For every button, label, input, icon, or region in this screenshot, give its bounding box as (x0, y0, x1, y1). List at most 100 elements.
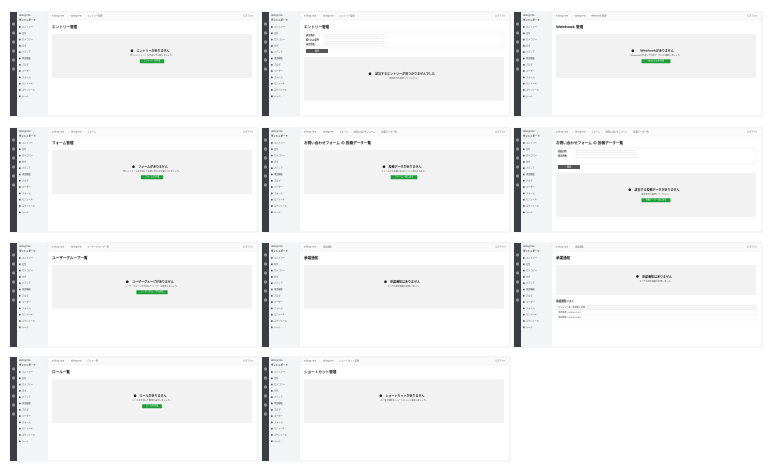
nav-icon[interactable] (11, 412, 16, 416)
nav-icon[interactable] (515, 271, 520, 275)
sidebar-item[interactable]: ユーザー (526, 300, 535, 304)
nav-icon[interactable] (515, 58, 520, 62)
sidebar-item[interactable]: メディア (22, 281, 31, 285)
sidebar-item[interactable]: ブログ (274, 62, 281, 66)
sidebar-dashboard[interactable]: ダッシュボード (19, 18, 36, 22)
nav-icon[interactable] (263, 147, 268, 151)
nav-icon[interactable] (515, 156, 520, 160)
sidebar-item[interactable]: ユーザー (274, 69, 283, 73)
action-button[interactable] (641, 59, 671, 64)
nav-icon[interactable] (263, 385, 268, 389)
sidebar-item[interactable]: ブログ (526, 178, 533, 182)
sidebar-item[interactable]: ブログ (274, 293, 281, 297)
nav-icon[interactable] (515, 22, 520, 26)
sidebar-item[interactable]: メディア (274, 166, 283, 170)
sidebar-item[interactable]: カテゴリー (526, 153, 537, 157)
breadcrumb-item[interactable]: ablogcms (575, 131, 586, 134)
sidebar-item[interactable]: ルール (274, 95, 281, 98)
nav-icon[interactable] (263, 271, 268, 275)
nav-icon[interactable] (11, 385, 16, 389)
nav-icon[interactable] (11, 67, 16, 71)
sidebar-item[interactable]: カテゴリー (274, 268, 285, 272)
nav-icon[interactable] (515, 280, 520, 284)
nav-icon[interactable] (263, 31, 268, 35)
sidebar-item[interactable]: エントリー (22, 26, 33, 29)
search-button[interactable] (558, 165, 580, 169)
sidebar-item[interactable]: フォーム (22, 420, 31, 424)
sidebar-item[interactable]: エントリー (274, 371, 285, 374)
sidebar-item[interactable]: タグ (22, 388, 27, 392)
nav-icon[interactable] (11, 22, 16, 26)
sidebar-item[interactable]: タグ (22, 274, 27, 278)
sidebar-item[interactable]: ブログ (22, 293, 29, 297)
action-button-label[interactable]: エントリーを作成 (144, 59, 161, 63)
sidebar-item[interactable]: モジュール (274, 82, 286, 85)
sidebar-item[interactable]: フォーム (526, 191, 535, 195)
nav-icon[interactable] (263, 412, 268, 416)
sidebar-item[interactable]: 承認機能 (22, 172, 32, 176)
sidebar-item[interactable]: 承認機能 (526, 172, 536, 176)
nav-icon[interactable] (515, 40, 520, 44)
logout[interactable]: ログアウト (243, 359, 254, 363)
sidebar-item[interactable]: モジュール (22, 313, 34, 316)
nav-icon[interactable] (11, 289, 16, 293)
sidebar-item[interactable]: 日付 (526, 31, 531, 35)
sidebar-item[interactable]: エントリー (526, 142, 537, 145)
sidebar-item[interactable]: カテゴリー (22, 153, 33, 157)
sidebar-item[interactable]: エントリー (274, 26, 285, 29)
sidebar-item[interactable]: 承認機能 (22, 287, 32, 291)
sidebar-item[interactable]: ルール (526, 211, 533, 214)
breadcrumb-item[interactable]: a-blog cms (304, 15, 317, 18)
sidebar-item[interactable]: メディア (22, 50, 31, 54)
sidebar-item[interactable]: スケジュール (274, 88, 288, 92)
action-button[interactable] (136, 290, 168, 295)
breadcrumb-item[interactable]: a-blog cms (52, 131, 65, 134)
sidebar-item[interactable]: ルール (274, 440, 281, 443)
sidebar-item[interactable]: 承認機能 (22, 56, 32, 60)
breadcrumb-item[interactable]: ablogcms (575, 15, 586, 18)
sidebar-item[interactable]: 承認機能 (22, 401, 32, 405)
sidebar-item[interactable]: 日付 (22, 262, 27, 266)
breadcrumb-item[interactable]: a-blog cms (556, 131, 569, 134)
breadcrumb-item[interactable]: a-blog cms (52, 15, 65, 18)
nav-icon[interactable] (515, 253, 520, 257)
breadcrumb-item[interactable]: お問い合わせフォーム (605, 130, 628, 134)
nav-icon[interactable] (11, 58, 16, 62)
breadcrumb-item[interactable]: ablogcms (71, 246, 82, 249)
sidebar-item[interactable]: メディア (274, 281, 283, 285)
nav-icon[interactable] (515, 298, 520, 302)
nav-icon[interactable] (515, 174, 520, 178)
sidebar-item[interactable]: 日付 (274, 376, 279, 380)
nav-icon[interactable] (11, 253, 16, 257)
sidebar-item[interactable]: 承認機能 (526, 287, 536, 291)
logout[interactable]: ログアウト (243, 14, 254, 18)
nav-icon[interactable] (11, 147, 16, 151)
sidebar-item[interactable]: エントリー (274, 257, 285, 260)
sidebar-item[interactable]: ブログ (274, 178, 281, 182)
sidebar-item[interactable]: 承認機能 (274, 287, 284, 291)
nav-icon[interactable] (11, 31, 16, 35)
sidebar-dashboard[interactable]: ダッシュボード (523, 134, 540, 138)
logout[interactable]: ログアウト (243, 245, 254, 249)
sidebar-item[interactable]: タグ (526, 274, 531, 278)
sidebar-item[interactable]: フォーム (22, 191, 31, 195)
sidebar-item[interactable]: メディア (274, 50, 283, 54)
sidebar-item[interactable]: カテゴリー (526, 268, 537, 272)
nav-icon[interactable] (11, 165, 16, 169)
sidebar-item[interactable]: ユーザー (526, 185, 535, 189)
logout[interactable]: ログアウト (243, 130, 254, 134)
action-button-label[interactable]: ロールを作成 (146, 404, 158, 408)
nav-icon[interactable] (515, 138, 520, 142)
sidebar-item[interactable]: モジュール (274, 427, 286, 430)
breadcrumb-item[interactable]: a-blog cms (556, 246, 569, 249)
sidebar-item[interactable]: フォーム (526, 306, 535, 310)
sidebar-item[interactable]: モジュール (22, 427, 34, 430)
search-button[interactable] (306, 49, 328, 53)
breadcrumb-item[interactable]: Webhook 管理 (591, 14, 607, 18)
sidebar-item[interactable]: ブログ (22, 407, 29, 411)
breadcrumb-item[interactable]: a-blog cms (304, 360, 317, 363)
nav-icon[interactable] (263, 165, 268, 169)
breadcrumb-item[interactable]: ablogcms (71, 131, 82, 134)
sidebar-item[interactable]: ブログ (22, 62, 29, 66)
nav-icon[interactable] (11, 403, 16, 407)
